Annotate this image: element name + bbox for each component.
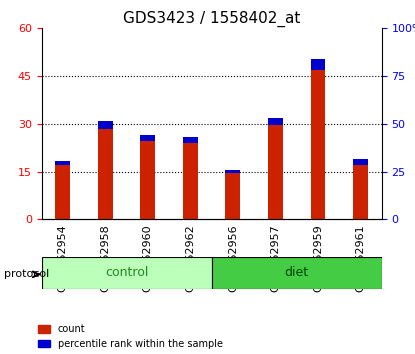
Bar: [55, 165, 70, 219]
Bar: [353, 159, 368, 165]
Bar: [55, 161, 70, 165]
Bar: [140, 135, 155, 141]
Text: control: control: [105, 266, 148, 279]
Text: diet: diet: [285, 266, 309, 279]
Bar: [225, 173, 240, 219]
Bar: [225, 170, 240, 173]
Title: GDS3423 / 1558402_at: GDS3423 / 1558402_at: [123, 11, 300, 27]
Bar: [98, 129, 113, 219]
Bar: [268, 118, 283, 126]
Bar: [98, 121, 113, 129]
Bar: [140, 141, 155, 219]
Bar: [183, 137, 198, 143]
Bar: [268, 126, 283, 219]
Bar: [212, 257, 382, 289]
Bar: [42, 257, 212, 289]
Bar: [310, 58, 325, 70]
Legend: count, percentile rank within the sample: count, percentile rank within the sample: [38, 324, 222, 349]
Bar: [183, 143, 198, 219]
Text: protocol: protocol: [4, 269, 49, 279]
Bar: [310, 70, 325, 219]
Bar: [353, 165, 368, 219]
